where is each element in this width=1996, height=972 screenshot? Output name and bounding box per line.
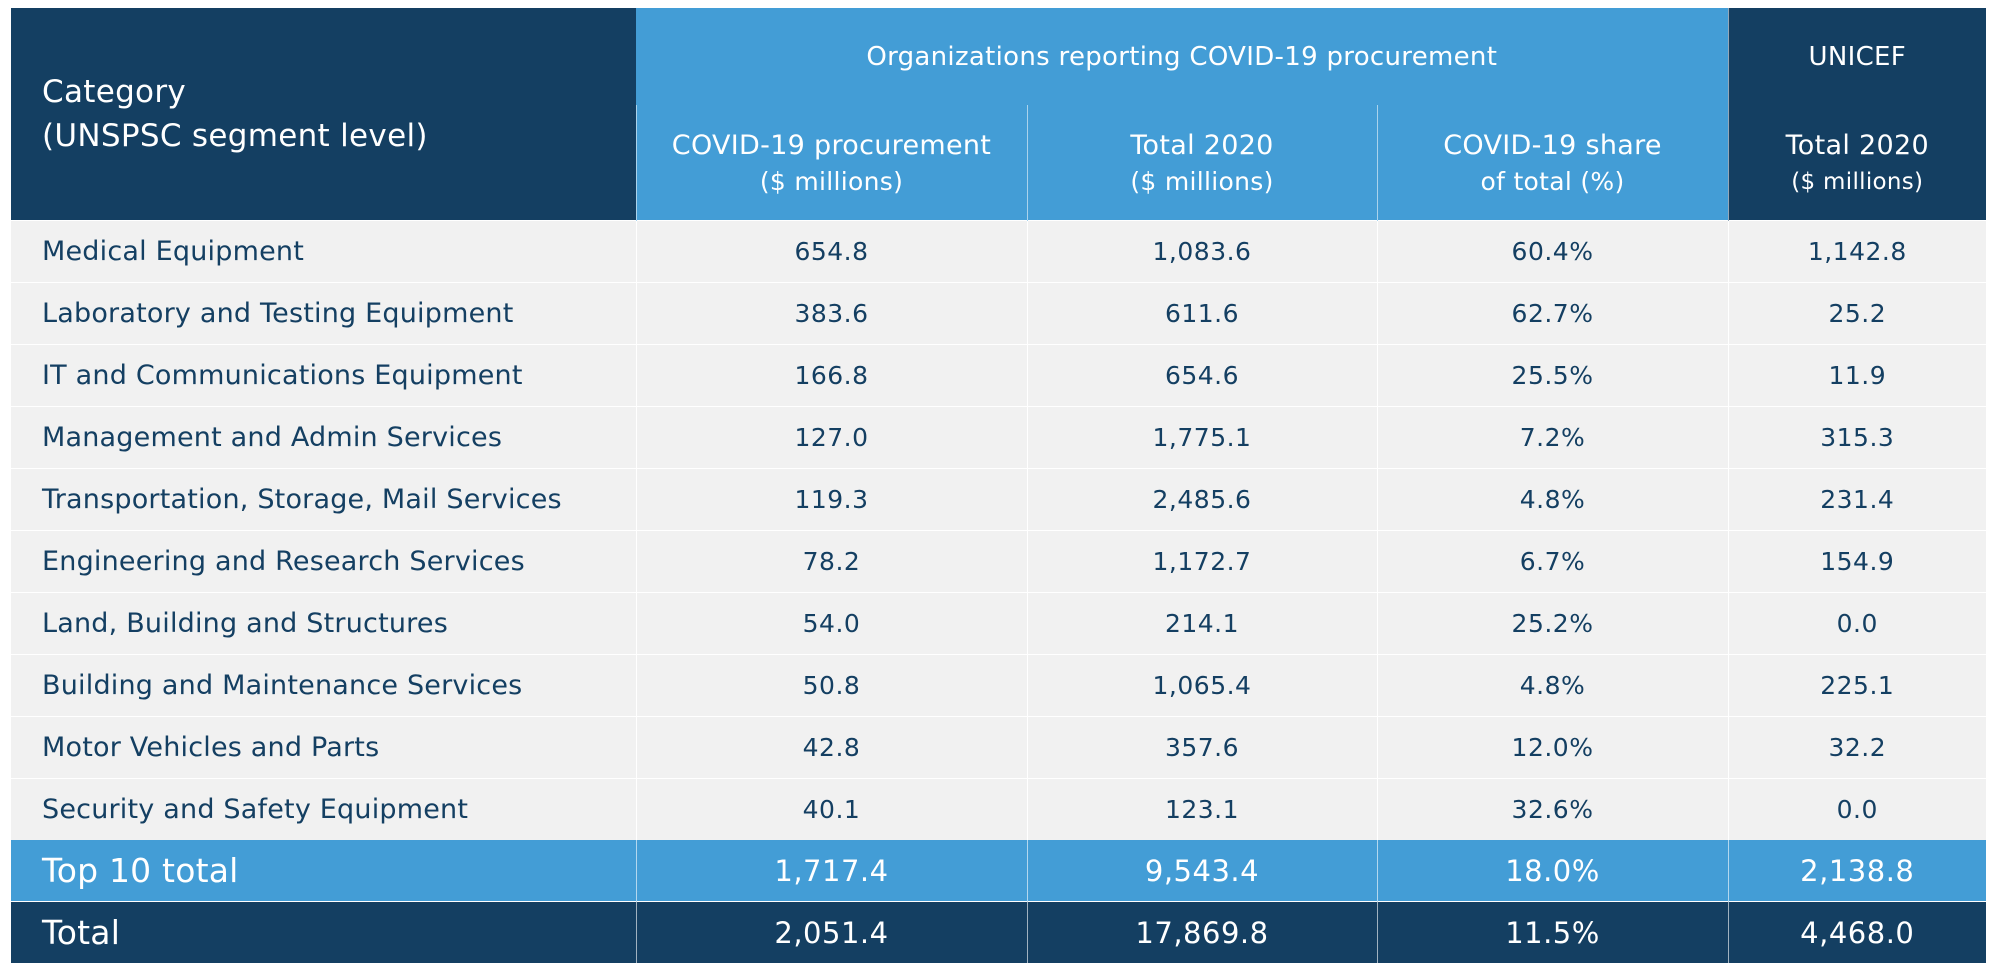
row-covid-share: 25.2% — [1376, 592, 1729, 655]
row-total-2020: 1,083.6 — [1026, 220, 1377, 283]
total-covid-procurement: 2,051.4 — [635, 901, 1027, 963]
total-unicef-total: 4,468.0 — [1727, 901, 1987, 963]
row-total-2020: 357.6 — [1026, 716, 1377, 779]
row-covid-procurement: 127.0 — [635, 406, 1027, 469]
grand-total-row: Total 2,051.4 17,869.8 11.5% 4,468.0 — [11, 901, 1987, 963]
row-unicef-total: 32.2 — [1727, 716, 1987, 779]
table-row: Laboratory and Testing Equipment 383.6 6… — [11, 282, 1987, 345]
row-covid-procurement: 166.8 — [635, 344, 1027, 407]
row-total-2020: 123.1 — [1026, 778, 1377, 840]
row-category: Building and Maintenance Services — [11, 654, 636, 717]
row-category: Land, Building and Structures — [11, 592, 636, 655]
col-header-covid-share-label: COVID-19 share — [1443, 129, 1662, 161]
row-unicef-total: 315.3 — [1727, 406, 1987, 469]
row-covid-share: 60.4% — [1376, 220, 1729, 283]
col-header-covid-procurement-unit: ($ millions) — [759, 166, 904, 196]
row-total-2020: 214.1 — [1026, 592, 1377, 655]
row-covid-procurement: 40.1 — [635, 778, 1027, 840]
row-total-2020: 1,172.7 — [1026, 530, 1377, 593]
total-category: Total — [11, 901, 636, 963]
top10-covid-procurement: 1,717.4 — [635, 840, 1027, 902]
table-row: Security and Safety Equipment 40.1 123.1… — [11, 778, 1987, 840]
col-header-unicef-total-unit: ($ millions) — [1791, 168, 1924, 195]
procurement-table-frame: Category (UNSPSC segment level) Organiza… — [11, 8, 1987, 966]
row-covid-procurement: 78.2 — [635, 530, 1027, 593]
row-covid-share: 6.7% — [1376, 530, 1729, 593]
row-unicef-total: 225.1 — [1727, 654, 1987, 717]
row-covid-procurement: 119.3 — [635, 468, 1027, 531]
row-covid-share: 7.2% — [1376, 406, 1729, 469]
col-header-total-2020: Total 2020 ($ millions) — [1026, 105, 1377, 221]
row-unicef-total: 231.4 — [1727, 468, 1987, 531]
row-covid-procurement: 42.8 — [635, 716, 1027, 779]
table-header: Category (UNSPSC segment level) Organiza… — [11, 8, 1987, 221]
table-body: Medical Equipment 654.8 1,083.6 60.4% 1,… — [11, 220, 1987, 963]
table-row: Transportation, Storage, Mail Services 1… — [11, 468, 1987, 531]
total-total-2020: 17,869.8 — [1026, 901, 1377, 963]
table-row: Building and Maintenance Services 50.8 1… — [11, 654, 1987, 717]
col-header-covid-procurement-label: COVID-19 procurement — [671, 129, 992, 161]
category-header-sublabel: (UNSPSC segment level) — [42, 118, 428, 154]
row-covid-procurement: 383.6 — [635, 282, 1027, 345]
row-unicef-total: 1,142.8 — [1727, 220, 1987, 283]
row-covid-share: 4.8% — [1376, 468, 1729, 531]
header-row-2: COVID-19 procurement ($ millions) Total … — [11, 105, 1987, 221]
unicef-group-header: UNICEF — [1727, 8, 1987, 105]
row-covid-procurement: 654.8 — [635, 220, 1027, 283]
col-header-total-2020-label: Total 2020 — [1130, 129, 1274, 161]
table-row: Motor Vehicles and Parts 42.8 357.6 12.0… — [11, 716, 1987, 779]
top10-total-2020: 9,543.4 — [1026, 840, 1377, 902]
col-header-covid-share-unit: of total (%) — [1480, 166, 1625, 196]
row-total-2020: 2,485.6 — [1026, 468, 1377, 531]
row-covid-share: 12.0% — [1376, 716, 1729, 779]
row-covid-share: 32.6% — [1376, 778, 1729, 840]
col-header-unicef-total-label: Total 2020 — [1785, 129, 1929, 161]
category-header-label: Category — [42, 74, 187, 110]
row-unicef-total: 0.0 — [1727, 592, 1987, 655]
org-group-header: Organizations reporting COVID-19 procure… — [636, 8, 1729, 105]
top10-total-row: Top 10 total 1,717.4 9,543.4 18.0% 2,138… — [11, 840, 1987, 902]
row-total-2020: 1,775.1 — [1026, 406, 1377, 469]
category-header: Category (UNSPSC segment level) — [11, 8, 636, 221]
row-unicef-total: 11.9 — [1727, 344, 1987, 407]
row-category: Management and Admin Services — [11, 406, 636, 469]
row-covid-procurement: 54.0 — [635, 592, 1027, 655]
row-category: Laboratory and Testing Equipment — [11, 282, 636, 345]
row-category: IT and Communications Equipment — [11, 344, 636, 407]
row-category: Transportation, Storage, Mail Services — [11, 468, 636, 531]
row-category: Engineering and Research Services — [11, 530, 636, 593]
col-header-unicef-total-2020: Total 2020 ($ millions) — [1727, 105, 1987, 221]
row-covid-share: 62.7% — [1376, 282, 1729, 345]
table-row: Medical Equipment 654.8 1,083.6 60.4% 1,… — [11, 220, 1987, 283]
col-header-total-2020-unit: ($ millions) — [1130, 166, 1274, 196]
row-category: Security and Safety Equipment — [11, 778, 636, 840]
col-header-covid-procurement: COVID-19 procurement ($ millions) — [635, 105, 1027, 221]
row-total-2020: 654.6 — [1026, 344, 1377, 407]
row-category: Medical Equipment — [11, 220, 636, 283]
procurement-table: Category (UNSPSC segment level) Organiza… — [11, 8, 1987, 963]
table-row: Land, Building and Structures 54.0 214.1… — [11, 592, 1987, 655]
row-total-2020: 611.6 — [1026, 282, 1377, 345]
table-row: Engineering and Research Services 78.2 1… — [11, 530, 1987, 593]
table-row: Management and Admin Services 127.0 1,77… — [11, 406, 1987, 469]
table-row: IT and Communications Equipment 166.8 65… — [11, 344, 1987, 407]
row-covid-procurement: 50.8 — [635, 654, 1027, 717]
row-covid-share: 25.5% — [1376, 344, 1729, 407]
row-total-2020: 1,065.4 — [1026, 654, 1377, 717]
top10-unicef-total: 2,138.8 — [1727, 840, 1987, 902]
row-unicef-total: 0.0 — [1727, 778, 1987, 840]
row-covid-share: 4.8% — [1376, 654, 1729, 717]
top10-category: Top 10 total — [11, 840, 636, 902]
total-covid-share: 11.5% — [1376, 901, 1729, 963]
header-row-1: Category (UNSPSC segment level) Organiza… — [11, 8, 1987, 221]
col-header-covid-share: COVID-19 share of total (%) — [1376, 105, 1729, 221]
row-category: Motor Vehicles and Parts — [11, 716, 636, 779]
row-unicef-total: 154.9 — [1727, 530, 1987, 593]
row-unicef-total: 25.2 — [1727, 282, 1987, 345]
top10-covid-share: 18.0% — [1376, 840, 1729, 902]
